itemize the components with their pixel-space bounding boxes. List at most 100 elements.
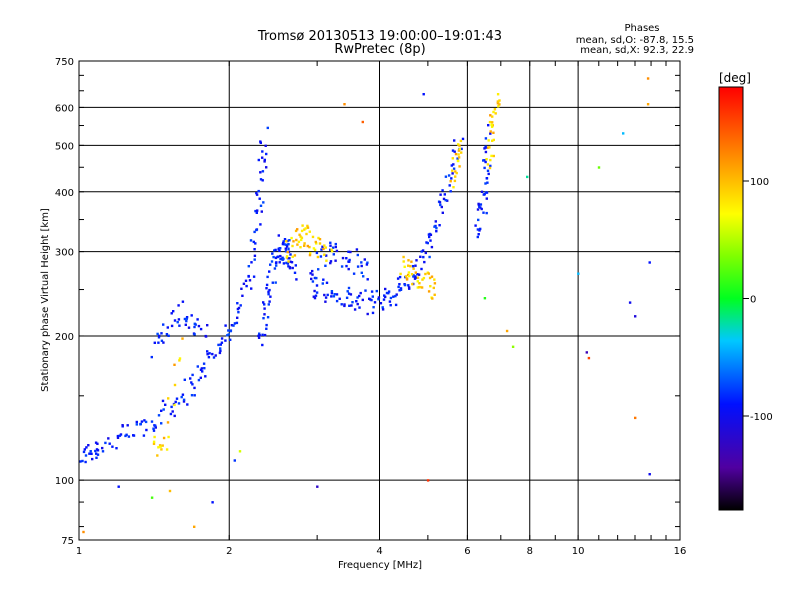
data-point bbox=[485, 191, 489, 194]
data-point bbox=[487, 139, 490, 142]
data-point bbox=[459, 139, 463, 143]
data-point bbox=[257, 189, 260, 193]
data-point bbox=[116, 436, 120, 439]
data-point bbox=[167, 397, 170, 400]
data-point bbox=[178, 357, 182, 360]
data-point bbox=[262, 317, 265, 320]
stats-line-o: mean, sd,O: -87.8, 15.5 bbox=[576, 35, 694, 46]
data-point bbox=[154, 426, 157, 429]
data-point bbox=[117, 485, 120, 488]
data-point bbox=[306, 224, 309, 228]
data-point bbox=[169, 412, 173, 416]
colorbar-ticks: 100 0 -100 bbox=[743, 177, 773, 423]
stats-line-x: mean, sd,X: 92.3, 22.9 bbox=[580, 45, 694, 56]
data-point bbox=[341, 256, 345, 260]
data-point bbox=[241, 294, 244, 297]
data-point bbox=[288, 239, 291, 242]
data-point bbox=[433, 278, 436, 281]
data-point bbox=[311, 273, 314, 276]
data-point bbox=[101, 450, 105, 453]
data-point bbox=[165, 448, 169, 451]
data-point bbox=[447, 174, 451, 177]
data-point bbox=[260, 210, 263, 213]
data-point bbox=[324, 246, 327, 249]
chart-title: Tromsø 20130513 19:00:00–19:01:43 bbox=[257, 29, 502, 44]
data-point bbox=[253, 248, 256, 251]
data-point bbox=[274, 248, 277, 252]
data-point bbox=[408, 274, 411, 278]
data-point bbox=[200, 367, 204, 370]
data-point bbox=[373, 301, 377, 304]
data-point bbox=[291, 266, 294, 270]
data-point bbox=[485, 177, 489, 180]
data-point bbox=[196, 318, 199, 321]
data-point bbox=[230, 324, 234, 327]
data-point bbox=[421, 278, 424, 281]
data-point bbox=[273, 267, 277, 270]
data-point bbox=[206, 350, 209, 353]
data-point bbox=[266, 126, 269, 130]
data-point bbox=[263, 333, 267, 337]
data-point bbox=[453, 150, 456, 153]
data-point bbox=[262, 301, 265, 304]
data-point bbox=[476, 208, 480, 211]
data-point bbox=[314, 240, 317, 244]
data-point bbox=[152, 440, 156, 443]
y-tick-label: 100 bbox=[55, 476, 74, 487]
data-point bbox=[486, 163, 490, 166]
data-point bbox=[497, 100, 500, 103]
data-point bbox=[315, 242, 318, 245]
data-point bbox=[476, 228, 480, 231]
data-point bbox=[286, 250, 289, 254]
data-point bbox=[417, 273, 421, 276]
data-point bbox=[438, 224, 441, 227]
data-point bbox=[318, 238, 322, 241]
data-point bbox=[346, 290, 349, 293]
data-point bbox=[321, 282, 324, 285]
data-point bbox=[118, 434, 122, 437]
data-point bbox=[224, 324, 227, 327]
data-point bbox=[597, 166, 601, 169]
data-point bbox=[430, 245, 434, 249]
data-point bbox=[89, 450, 92, 453]
data-point bbox=[115, 447, 118, 450]
data-point bbox=[416, 280, 419, 283]
data-point bbox=[199, 376, 202, 379]
data-point bbox=[288, 257, 291, 260]
data-point bbox=[366, 278, 369, 281]
data-point bbox=[410, 260, 413, 263]
data-point bbox=[176, 321, 179, 324]
data-point bbox=[485, 146, 488, 149]
data-point bbox=[170, 405, 173, 409]
data-point bbox=[420, 250, 423, 253]
data-point bbox=[452, 163, 455, 166]
data-point bbox=[491, 139, 494, 142]
data-point bbox=[404, 275, 408, 278]
data-point bbox=[395, 293, 398, 296]
data-point bbox=[170, 324, 174, 328]
data-point bbox=[366, 261, 369, 264]
data-point bbox=[345, 257, 348, 260]
data-point bbox=[270, 260, 274, 263]
data-point bbox=[452, 186, 455, 189]
data-point bbox=[159, 445, 162, 448]
data-point bbox=[482, 193, 485, 196]
data-point bbox=[313, 276, 317, 280]
data-point bbox=[402, 255, 405, 259]
data-point bbox=[311, 269, 314, 273]
data-point bbox=[315, 251, 319, 255]
data-point bbox=[419, 255, 422, 258]
data-point bbox=[453, 179, 457, 183]
data-point bbox=[319, 255, 323, 258]
data-point bbox=[332, 253, 335, 256]
data-point bbox=[269, 295, 272, 298]
data-point bbox=[229, 329, 232, 333]
data-point bbox=[250, 287, 253, 290]
data-point bbox=[479, 227, 482, 231]
data-point bbox=[477, 218, 480, 222]
data-point bbox=[174, 400, 177, 404]
data-point bbox=[259, 178, 263, 181]
data-point bbox=[356, 296, 359, 299]
data-point bbox=[96, 449, 100, 452]
